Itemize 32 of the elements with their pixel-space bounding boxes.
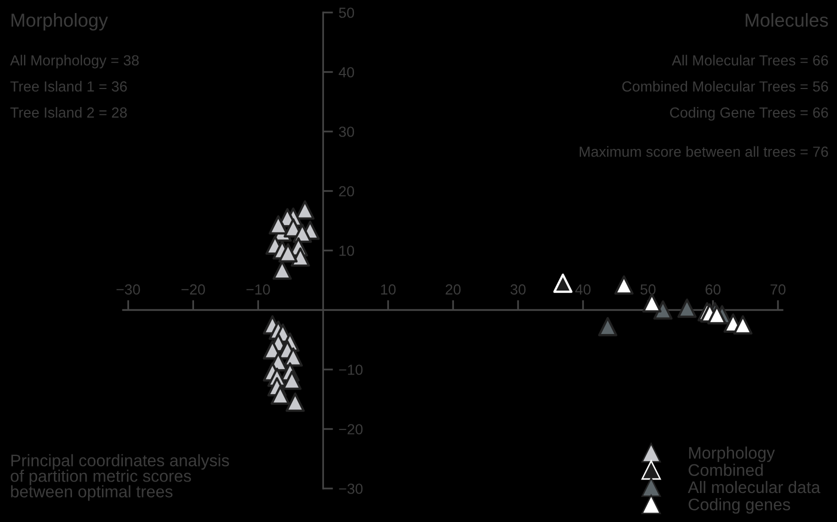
y-tick-label: −20 bbox=[339, 424, 363, 434]
annotation: Combined Molecular Trees = 56 bbox=[622, 80, 828, 92]
y-tick-label: 40 bbox=[338, 67, 354, 78]
legend-label: Morphology bbox=[689, 446, 775, 462]
y-tick-label: −30 bbox=[339, 484, 363, 494]
annotation: Molecules bbox=[746, 13, 828, 27]
x-tick-label: −30 bbox=[116, 284, 140, 295]
annotation: Tree Island 2 = 28 bbox=[10, 107, 127, 118]
y-tick-label: −10 bbox=[339, 364, 363, 375]
x-tick-label: 10 bbox=[381, 284, 396, 295]
annotation: Maximum score between all trees = 76 bbox=[580, 146, 828, 157]
legend-label: Coding genes bbox=[688, 498, 790, 514]
legend-label: All molecular data bbox=[688, 480, 820, 494]
x-tick-label: 50 bbox=[640, 284, 656, 295]
x-tick-label: 30 bbox=[510, 284, 526, 295]
annotation: Principal coordinates analysis of partition metric scores between optimal trees bbox=[10, 454, 229, 501]
legend-label: Combined bbox=[688, 464, 763, 476]
y-tick-label: 10 bbox=[340, 246, 354, 256]
y-tick-label: 50 bbox=[338, 8, 354, 18]
x-tick-label: 40 bbox=[575, 284, 591, 295]
text: Morphology bbox=[12, 13, 108, 31]
y-tick-label: 30 bbox=[338, 126, 354, 137]
annotation: Tree Island 1 = 36 bbox=[10, 80, 127, 92]
x-tick-label: 60 bbox=[706, 284, 721, 295]
annotation: All Morphology = 38 bbox=[10, 54, 139, 68]
x-tick-label: 70 bbox=[770, 284, 786, 295]
x-tick-label: 20 bbox=[446, 284, 461, 295]
annotation: Coding Gene Trees = 66 bbox=[670, 107, 828, 121]
annotation: All Molecular Trees = 66 bbox=[672, 54, 828, 66]
x-tick-label: −10 bbox=[246, 284, 270, 295]
x-tick-label: −20 bbox=[182, 284, 205, 295]
y-tick-label: 20 bbox=[339, 186, 354, 196]
